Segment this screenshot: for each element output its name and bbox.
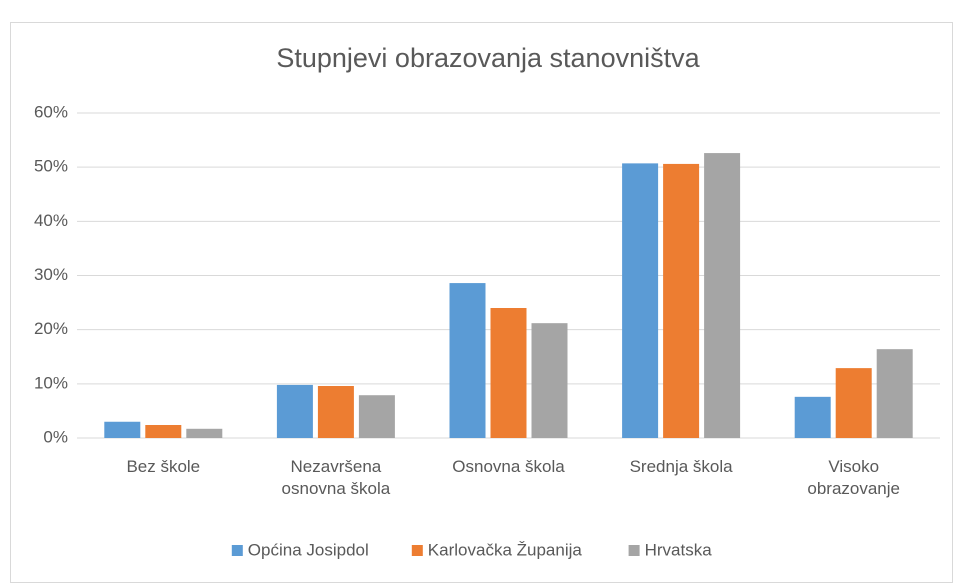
bar [794, 396, 831, 438]
bar [186, 428, 223, 438]
y-tick-label: 50% [34, 157, 68, 176]
legend-swatch [411, 545, 423, 556]
bar [622, 163, 659, 438]
legend-label: Općina Josipdol [248, 540, 369, 559]
x-tick-label: Visoko obrazovanje [807, 457, 900, 498]
legend-swatch [628, 545, 640, 556]
y-tick-label: 10% [34, 373, 68, 392]
legend-label: Hrvatska [645, 540, 713, 559]
bar [663, 163, 700, 438]
x-tick-label: Osnovna škola [452, 457, 565, 476]
y-tick-label: 20% [34, 319, 68, 338]
bar [531, 323, 568, 438]
x-tick-label: Bez škole [126, 457, 201, 476]
y-tick-label: 0% [43, 427, 68, 446]
y-tick-label: 40% [34, 211, 68, 230]
legend-swatch [231, 545, 243, 556]
y-tick-label: 30% [34, 265, 68, 284]
bar [876, 349, 913, 438]
bar [145, 425, 182, 438]
bar [704, 153, 741, 439]
bar [358, 395, 395, 438]
x-tick-label: Srednja škola [629, 457, 733, 476]
bar [449, 283, 486, 438]
bar [104, 421, 141, 438]
bar [490, 308, 527, 438]
chart-title: Stupnjevi obrazovanja stanovništva [276, 43, 700, 73]
x-tick-label: Nezavršena osnovna škola [281, 457, 391, 498]
bar [276, 384, 313, 438]
bar [835, 368, 872, 438]
bar [317, 386, 354, 438]
y-tick-label: 60% [34, 102, 68, 121]
legend-label: Karlovačka Županija [428, 540, 583, 559]
